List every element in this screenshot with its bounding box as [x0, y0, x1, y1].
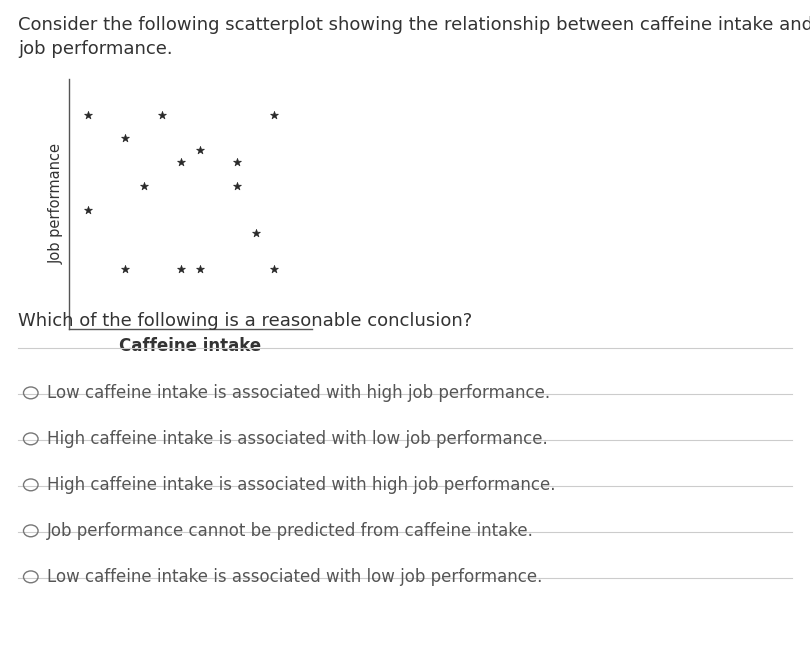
Point	[174, 157, 187, 168]
Text: High caffeine intake is associated with high job performance.: High caffeine intake is associated with …	[47, 476, 556, 494]
Point	[81, 204, 94, 215]
Point	[249, 228, 262, 238]
Point	[268, 264, 281, 275]
Text: Job performance cannot be predicted from caffeine intake.: Job performance cannot be predicted from…	[47, 522, 534, 540]
Text: Low caffeine intake is associated with high job performance.: Low caffeine intake is associated with h…	[47, 384, 550, 402]
Point	[194, 145, 207, 156]
X-axis label: Caffeine intake: Caffeine intake	[119, 337, 262, 355]
Point	[174, 264, 187, 275]
Point	[118, 264, 131, 275]
Point	[81, 109, 94, 120]
Y-axis label: Job performance: Job performance	[49, 143, 63, 264]
Text: Which of the following is a reasonable conclusion?: Which of the following is a reasonable c…	[18, 312, 472, 330]
Text: Low caffeine intake is associated with low job performance.: Low caffeine intake is associated with l…	[47, 568, 543, 586]
Point	[231, 157, 244, 168]
Point	[231, 181, 244, 191]
Text: High caffeine intake is associated with low job performance.: High caffeine intake is associated with …	[47, 430, 548, 448]
Point	[268, 109, 281, 120]
Point	[156, 109, 168, 120]
Point	[194, 264, 207, 275]
Point	[137, 181, 150, 191]
Point	[118, 133, 131, 143]
Text: Consider the following scatterplot showing the relationship between caffeine int: Consider the following scatterplot showi…	[18, 16, 810, 58]
